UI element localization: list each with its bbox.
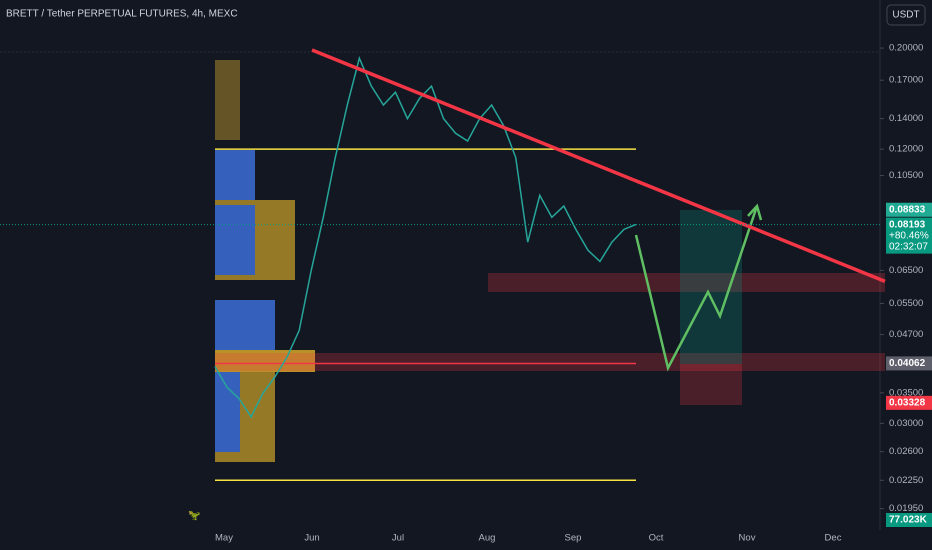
price-label-box	[886, 395, 932, 410]
y-tick-label: 0.02600	[889, 446, 923, 457]
y-tick-label: 0.03500	[889, 387, 923, 398]
price-label-box	[886, 202, 932, 217]
x-tick-label: Jul	[392, 533, 404, 544]
price-label: 0.04062	[889, 358, 926, 369]
logo: 🦖	[188, 511, 201, 522]
volume-label-box	[886, 513, 932, 527]
price-label-box	[886, 356, 932, 371]
x-tick-label: Jun	[304, 533, 319, 544]
price-label: 0.08193	[889, 219, 926, 230]
x-tick-label: Oct	[649, 533, 664, 544]
y-tick-label: 0.06500	[889, 265, 923, 276]
arrow-head	[747, 203, 763, 221]
x-tick-label: Dec	[825, 533, 842, 544]
target-box	[680, 210, 742, 364]
y-tick-label: 0.02250	[889, 475, 923, 486]
support-zone	[215, 353, 885, 371]
price-label: 0.03328	[889, 397, 926, 408]
countdown: 02:32:07	[889, 241, 928, 252]
projection-arrow	[634, 205, 759, 372]
trendline	[311, 48, 886, 283]
price-line	[214, 55, 637, 419]
volume-profile	[215, 60, 315, 462]
price-label-box	[886, 217, 932, 254]
currency-button[interactable]	[886, 4, 926, 26]
chart-title: BRETT / Tether PERPETUAL FUTURES, 4h, ME…	[6, 9, 238, 20]
y-tick-label: 0.12000	[889, 144, 923, 155]
y-tick-label: 0.17000	[889, 75, 923, 86]
x-tick-label: May	[215, 533, 233, 544]
y-tick-label: 0.20000	[889, 43, 923, 54]
y-tick-label: 0.01950	[889, 503, 923, 514]
price-change: +80.46%	[889, 230, 929, 241]
x-tick-label: Aug	[479, 533, 496, 544]
y-tick-label: 0.03000	[889, 418, 923, 429]
stop-box	[680, 364, 742, 405]
volume-label: 77.023K	[889, 515, 928, 526]
price-label: 0.08833	[889, 204, 926, 215]
y-tick-label: 0.10500	[889, 170, 923, 181]
y-tick-label: 0.05500	[889, 298, 923, 309]
y-tick-label: 0.14000	[889, 113, 923, 124]
y-tick-label: 0.04700	[889, 329, 923, 340]
resistance-zone	[488, 273, 885, 292]
x-tick-label: Sep	[565, 533, 582, 544]
currency-label: USDT	[892, 10, 919, 21]
x-tick-label: Nov	[739, 533, 756, 544]
